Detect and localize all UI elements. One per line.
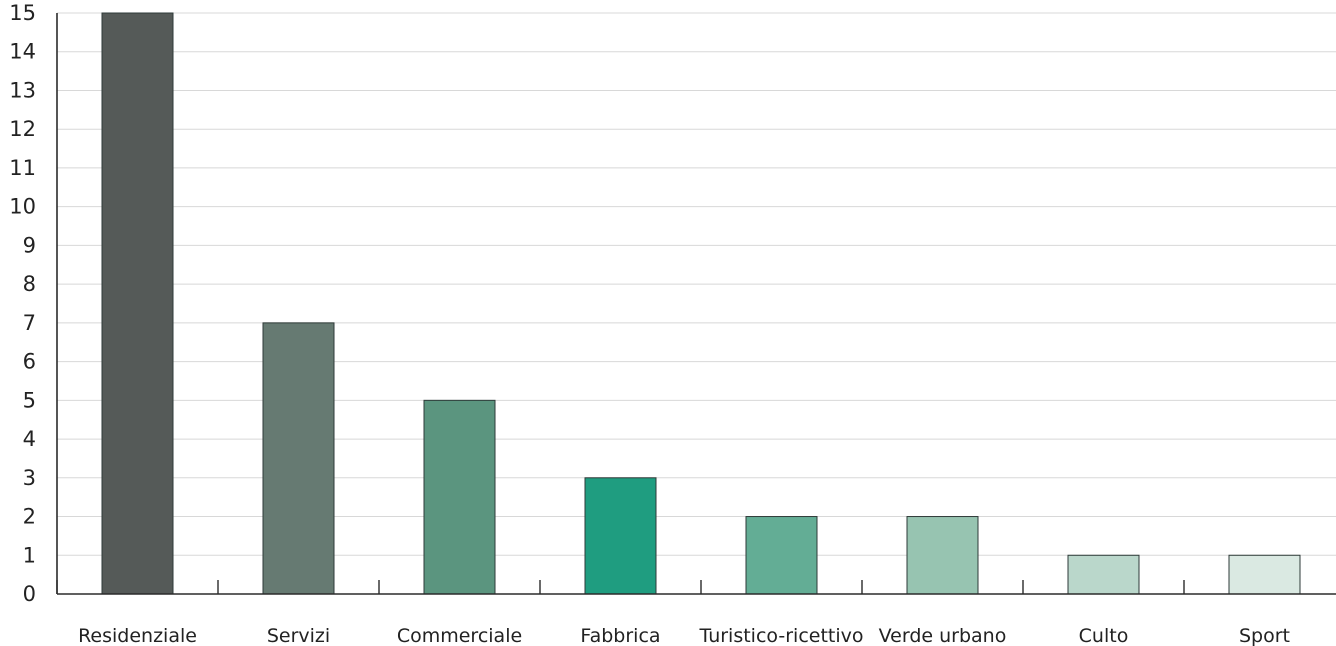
x-tick-label-commerciale: Commerciale xyxy=(397,625,522,646)
bar-verde-urbano xyxy=(906,516,979,595)
bar-culto xyxy=(1067,554,1140,595)
y-tick-label-5: 5 xyxy=(23,388,36,412)
y-tick-label-7: 7 xyxy=(23,311,36,335)
x-axis-tick-labels: Residenziale Servizi Commerciale Fabbrica Tu… xyxy=(78,625,1290,646)
y-tick-label-10: 10 xyxy=(9,195,36,219)
bar-sport xyxy=(1228,554,1301,595)
y-tick-label-4: 4 xyxy=(23,427,36,451)
x-tick-label-servizi: Servizi xyxy=(267,625,330,646)
y-tick-label-14: 14 xyxy=(9,40,36,64)
y-tick-label-2: 2 xyxy=(23,505,36,529)
bar-fabbrica xyxy=(584,477,657,595)
bar-turistico-ricettivo xyxy=(745,516,818,595)
y-tick-label-11: 11 xyxy=(9,156,36,180)
y-tick-label-6: 6 xyxy=(23,350,36,374)
bar-servizi xyxy=(262,322,335,595)
bar-residenziale xyxy=(101,12,174,595)
y-tick-label-0: 0 xyxy=(23,582,36,606)
y-tick-label-8: 8 xyxy=(23,272,36,296)
axes xyxy=(56,13,1336,595)
x-tick-label-culto: Culto xyxy=(1079,625,1129,646)
y-tick-label-13: 13 xyxy=(9,78,36,102)
x-tick-label-turistico-ricettivo: Turistico-ricettivo xyxy=(698,625,863,646)
y-tick-label-15: 15 xyxy=(9,1,36,25)
x-tick-label-fabbrica: Fabbrica xyxy=(580,625,660,646)
bar-commerciale xyxy=(423,399,496,595)
y-tick-label-1: 1 xyxy=(23,543,36,567)
y-tick-label-3: 3 xyxy=(23,466,36,490)
bars xyxy=(101,12,1301,595)
x-tick-label-verde-urbano: Verde urbano xyxy=(879,625,1007,646)
x-tick-label-sport: Sport xyxy=(1239,625,1290,646)
y-tick-label-12: 12 xyxy=(9,117,36,141)
gridlines xyxy=(57,12,1336,556)
x-tick-label-residenziale: Residenziale xyxy=(78,625,197,646)
y-tick-label-9: 9 xyxy=(23,233,36,257)
